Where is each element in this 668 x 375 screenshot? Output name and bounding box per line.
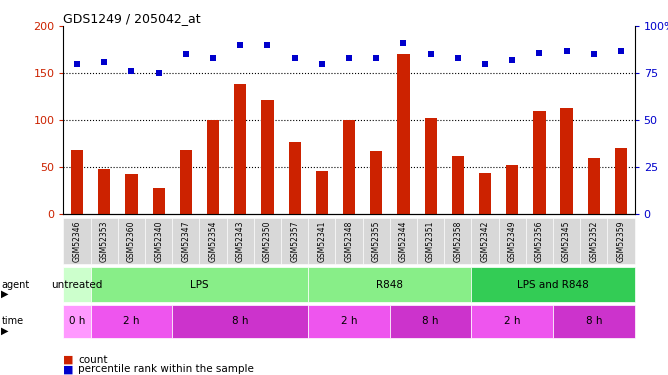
Point (507, 57, 518, 63)
Text: LPS and R848: LPS and R848 (517, 280, 589, 290)
Text: agent: agent (1, 280, 29, 290)
Bar (261, 100, 274, 214)
Text: GSM52347: GSM52347 (181, 221, 190, 262)
Bar (370, 151, 382, 214)
Bar (98, 169, 110, 214)
Text: untreated: untreated (51, 280, 103, 290)
Text: 2 h: 2 h (123, 316, 140, 326)
Point (616, 48, 627, 54)
Text: GSM52342: GSM52342 (480, 221, 490, 262)
Point (153, 70, 164, 76)
Text: GSM52352: GSM52352 (589, 221, 599, 262)
Point (398, 40, 409, 46)
Text: 8 h: 8 h (586, 316, 602, 326)
Text: GSM52341: GSM52341 (317, 221, 327, 262)
Text: GSM52346: GSM52346 (73, 221, 81, 262)
Point (71, 61, 82, 67)
Text: GSM52356: GSM52356 (535, 221, 544, 262)
Text: GDS1249 / 205042_at: GDS1249 / 205042_at (63, 12, 201, 25)
Bar (71, 150, 84, 214)
Bar (126, 174, 138, 214)
Point (426, 51, 436, 57)
Text: 8 h: 8 h (422, 316, 439, 326)
Text: GSM52350: GSM52350 (263, 221, 272, 262)
Point (480, 61, 490, 67)
Point (371, 55, 381, 61)
Text: GSM52349: GSM52349 (508, 221, 517, 262)
Point (343, 55, 354, 61)
Point (317, 61, 327, 67)
Text: ■: ■ (63, 355, 77, 365)
Text: GSM52355: GSM52355 (371, 221, 381, 262)
Text: ▶: ▶ (1, 326, 9, 335)
Bar (289, 142, 301, 214)
Text: ■: ■ (63, 364, 77, 374)
Text: GSM52343: GSM52343 (236, 221, 244, 262)
Point (262, 42, 273, 48)
Text: GSM52348: GSM52348 (345, 221, 353, 262)
Text: count: count (78, 355, 108, 365)
Point (208, 55, 218, 61)
Text: GSM52345: GSM52345 (562, 221, 571, 262)
Text: LPS: LPS (190, 280, 209, 290)
Text: 2 h: 2 h (341, 316, 357, 326)
Text: GSM52353: GSM52353 (100, 221, 109, 262)
Text: GSM52344: GSM52344 (399, 221, 408, 262)
Bar (207, 120, 219, 214)
Text: GSM52340: GSM52340 (154, 221, 163, 262)
Text: percentile rank within the sample: percentile rank within the sample (78, 364, 254, 374)
Text: ▶: ▶ (1, 289, 9, 299)
Text: 2 h: 2 h (504, 316, 520, 326)
Bar (479, 172, 491, 214)
Point (589, 51, 599, 57)
Text: time: time (1, 316, 23, 326)
Text: 0 h: 0 h (69, 316, 86, 326)
Text: GSM52357: GSM52357 (290, 221, 299, 262)
Point (534, 50, 545, 55)
Point (561, 48, 572, 54)
Bar (452, 156, 464, 214)
Text: GSM52359: GSM52359 (617, 221, 625, 262)
Bar (560, 108, 572, 214)
Bar (533, 111, 546, 214)
Text: GSM52358: GSM52358 (454, 221, 462, 262)
Bar (397, 54, 409, 214)
Bar (343, 120, 355, 214)
Point (126, 68, 137, 74)
Bar (180, 150, 192, 214)
Point (289, 55, 300, 61)
Text: GSM52354: GSM52354 (208, 221, 218, 262)
Text: 8 h: 8 h (232, 316, 248, 326)
Point (235, 42, 246, 48)
Point (99, 59, 110, 65)
Text: GSM52351: GSM52351 (426, 221, 435, 262)
Point (180, 51, 191, 57)
Bar (234, 84, 246, 214)
Bar (615, 148, 627, 214)
Bar (506, 165, 518, 214)
Bar (316, 171, 328, 214)
Point (452, 55, 463, 61)
Text: GSM52360: GSM52360 (127, 221, 136, 262)
Text: R848: R848 (376, 280, 403, 290)
Bar (588, 158, 600, 214)
Bar (152, 188, 165, 214)
Bar (424, 118, 437, 214)
